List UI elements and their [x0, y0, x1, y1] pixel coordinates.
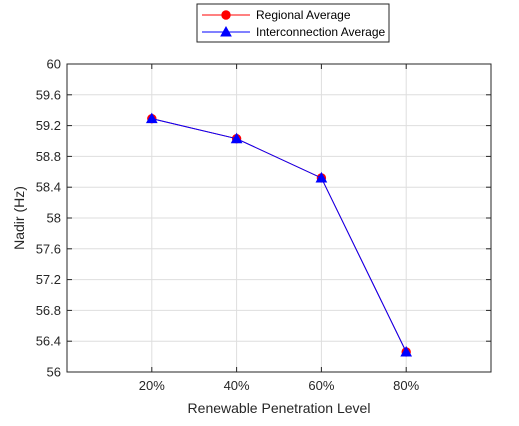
- data-point: [315, 171, 328, 183]
- y-tick-label: 57.6: [36, 241, 61, 256]
- series-line: [151, 118, 407, 353]
- grid-lines: [67, 63, 491, 373]
- data-point: [400, 345, 413, 357]
- x-axis-title: Renewable Penetration Level: [188, 400, 371, 416]
- x-tick-label: 60%: [308, 378, 334, 393]
- legend-label-interconnection-average: Interconnection Average: [256, 25, 386, 39]
- series-regional-average: [147, 113, 411, 357]
- x-tick-label: 40%: [224, 378, 250, 393]
- y-tick-label: 57.2: [36, 272, 61, 287]
- y-tick-label: 58.8: [36, 149, 61, 164]
- y-tick-label: 60: [47, 57, 61, 72]
- legend: Regional Average Interconnection Average: [196, 3, 390, 43]
- legend-marker: [221, 10, 231, 20]
- legend-entries: [202, 10, 250, 37]
- y-tick-label: 59.2: [36, 118, 61, 133]
- y-tick-label: 56: [47, 365, 61, 380]
- y-axis-title: Nadir (Hz): [11, 186, 27, 250]
- y-tick-label: 58.4: [36, 180, 61, 195]
- y-tick-label: 56.8: [36, 303, 61, 318]
- y-tick-label: 59.6: [36, 87, 61, 102]
- y-axis-ticks: 56 56.4 56.8 57.2 57.6 58 58.4 58.8 59.2 59.6 60: [36, 57, 491, 380]
- series-interconnection-average: [145, 112, 413, 357]
- series-line: [151, 118, 407, 353]
- legend-marker: [220, 25, 232, 37]
- y-tick-label: 56.4: [36, 334, 61, 349]
- legend-label-regional-average: Regional Average: [256, 8, 351, 22]
- y-tick-label: 58: [47, 211, 61, 226]
- x-tick-label: 20%: [139, 378, 165, 393]
- data-point: [145, 112, 158, 124]
- series-layer: [145, 112, 413, 357]
- x-axis-ticks: 20% 40% 60% 80%: [139, 64, 420, 393]
- x-tick-label: 80%: [393, 378, 419, 393]
- data-point: [230, 132, 243, 144]
